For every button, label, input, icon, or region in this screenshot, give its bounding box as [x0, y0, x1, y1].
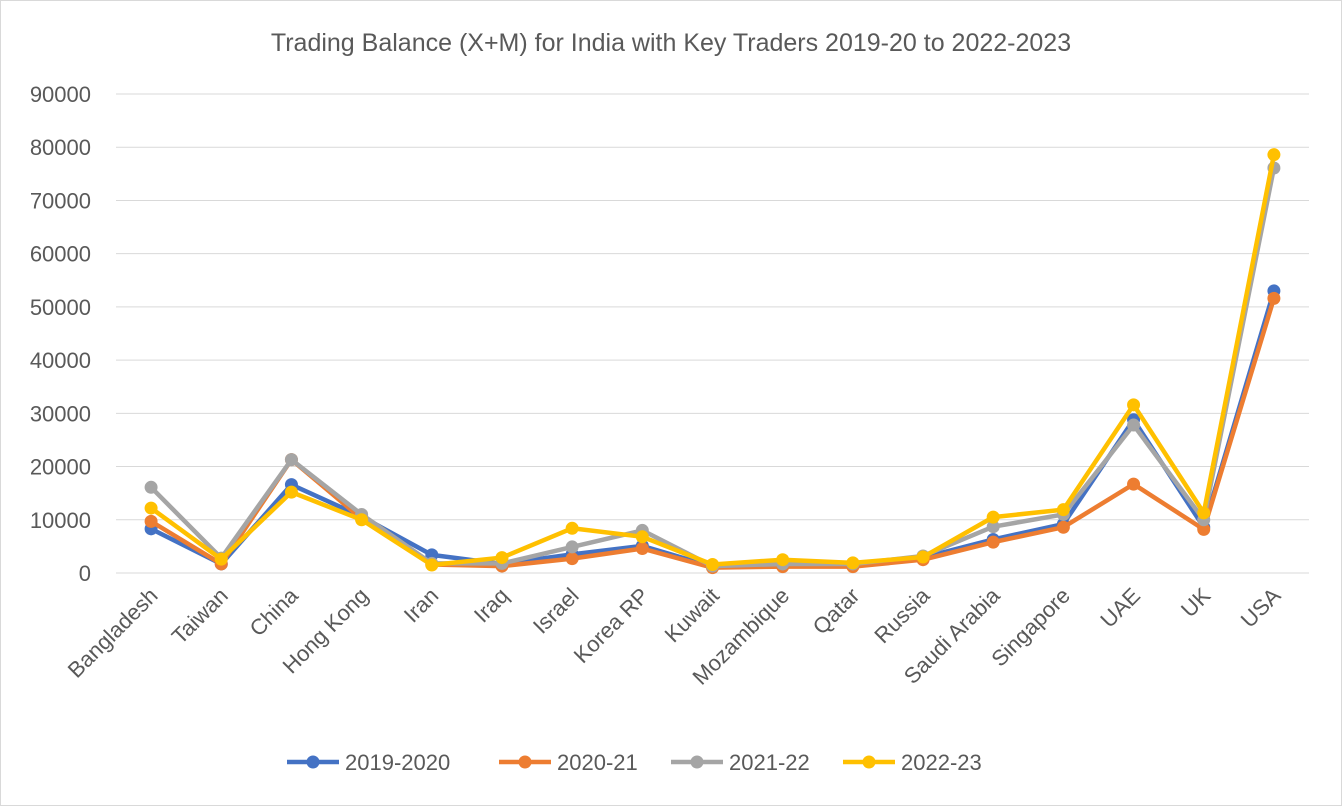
data-point	[144, 501, 158, 515]
y-axis-ticks: 0 10000 20000 30000 40000 50000 60000 70000 8000…	[30, 82, 91, 586]
gridlines	[116, 93, 1309, 574]
y-tick-label: 90000	[30, 82, 91, 107]
y-tick-label: 50000	[30, 295, 91, 320]
x-tick-label: Russia	[869, 582, 935, 648]
legend-swatch-marker	[690, 755, 704, 769]
legend-swatch-marker	[306, 755, 320, 769]
legend-item: 2021-22	[671, 750, 810, 775]
data-point	[565, 552, 579, 566]
legend-swatch-marker	[862, 755, 876, 769]
x-tick-label: Bangladesh	[63, 583, 163, 683]
data-point	[144, 480, 158, 494]
x-tick-label: Qatar	[808, 583, 865, 640]
series-2022-23	[144, 148, 1281, 572]
x-tick-label: Israel	[528, 583, 584, 639]
x-tick-label: China	[245, 582, 304, 641]
data-point	[1197, 506, 1211, 520]
data-point	[1056, 520, 1070, 534]
data-point	[284, 485, 298, 499]
data-point	[1127, 398, 1141, 412]
data-point	[635, 530, 649, 544]
x-tick-label: UK	[1176, 583, 1216, 623]
y-tick-label: 80000	[30, 135, 91, 160]
data-point	[495, 551, 509, 565]
data-point	[986, 535, 1000, 549]
data-point	[1197, 522, 1211, 536]
x-tick-label: Kuwait	[660, 583, 724, 647]
y-tick-label: 40000	[30, 348, 91, 373]
series-line	[148, 288, 1277, 569]
data-point	[1127, 418, 1141, 432]
data-point	[776, 553, 790, 567]
x-tick-label: UAE	[1095, 583, 1145, 633]
data-point	[355, 513, 369, 527]
legend-item: 2020-21	[499, 750, 638, 775]
x-tick-label: Iraq	[469, 583, 513, 627]
legend-label: 2020-21	[557, 750, 638, 775]
legend-item: 2022-23	[843, 750, 982, 775]
series-2020-21	[144, 291, 1281, 575]
data-point	[986, 510, 1000, 524]
legend-label: 2021-22	[729, 750, 810, 775]
y-tick-label: 20000	[30, 455, 91, 480]
data-point	[425, 558, 439, 572]
y-tick-label: 70000	[30, 188, 91, 213]
legend: 2019-2020 2020-21 2021-22 2022-23	[287, 750, 982, 775]
data-point	[1267, 148, 1281, 162]
chart-title: Trading Balance (X+M) for India with Key…	[271, 29, 1071, 57]
y-tick-label: 10000	[30, 508, 91, 533]
legend-item: 2019-2020	[287, 750, 450, 775]
series-line	[148, 296, 1277, 570]
legend-label: 2019-2020	[345, 750, 450, 775]
data-point	[284, 453, 298, 467]
series-lines	[144, 148, 1281, 575]
data-point	[916, 550, 930, 564]
data-point	[706, 557, 719, 571]
x-tick-label: Korea RP	[569, 583, 654, 668]
legend-swatch-marker	[518, 755, 532, 769]
y-tick-label: 60000	[30, 242, 91, 267]
data-point	[635, 542, 649, 556]
y-tick-label: 0	[79, 561, 91, 586]
data-point	[986, 520, 1000, 534]
series-2019-2020	[144, 284, 1281, 574]
data-point	[144, 514, 158, 528]
legend-label: 2022-23	[901, 750, 982, 775]
data-point	[565, 540, 579, 554]
data-point	[1127, 477, 1141, 491]
series-2021-22	[144, 161, 1281, 573]
data-point	[565, 521, 579, 535]
series-line	[148, 165, 1277, 569]
x-tick-label: Iran	[399, 583, 443, 627]
y-tick-label: 30000	[30, 401, 91, 426]
x-tick-label: USA	[1236, 583, 1286, 633]
data-point	[1056, 503, 1070, 517]
x-tick-label: Taiwan	[167, 583, 233, 649]
data-point	[1267, 291, 1281, 305]
data-point	[214, 552, 228, 566]
data-point	[846, 556, 860, 570]
